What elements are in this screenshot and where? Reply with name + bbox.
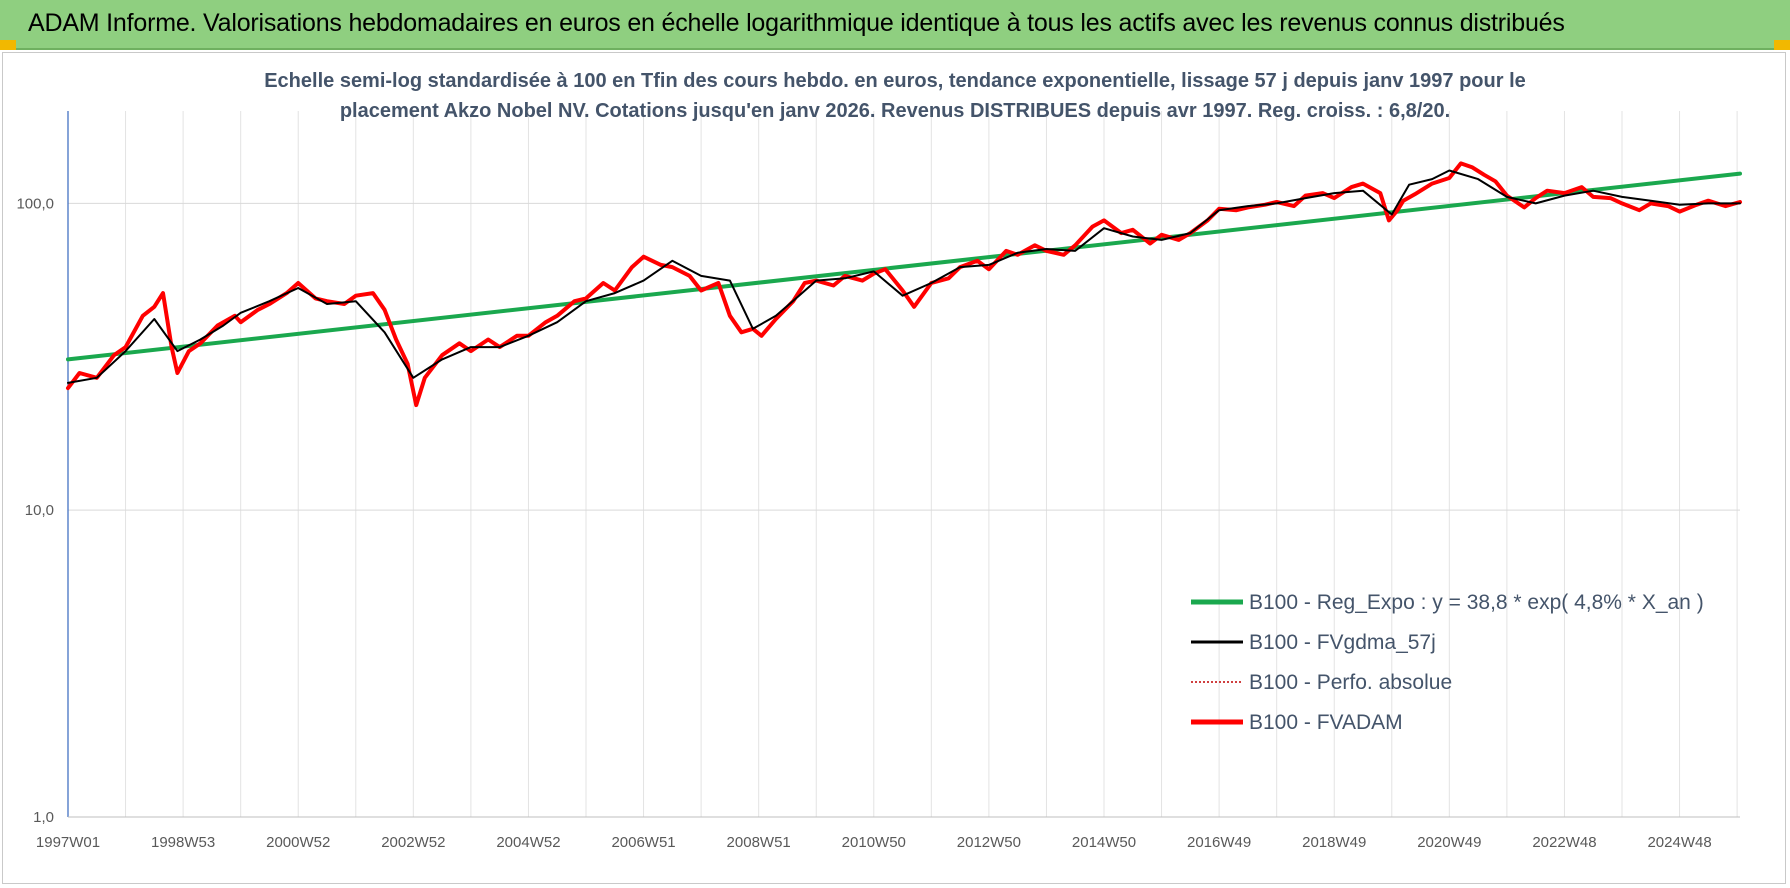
x-tick-label: 2010W50 <box>842 834 906 851</box>
legend-label: B100 - FVADAM <box>1249 711 1403 734</box>
legend-label: B100 - Perfo. absolue <box>1249 671 1452 694</box>
title-banner: ADAM Informe. Valorisations hebdomadaire… <box>0 0 1790 50</box>
x-tick-label: 2004W52 <box>496 834 560 851</box>
series-line-3 <box>66 161 1742 408</box>
x-tick-label: 2024W48 <box>1647 834 1711 851</box>
x-tick-label: 2020W49 <box>1417 834 1481 851</box>
x-tick-label: 2012W50 <box>957 834 1021 851</box>
chart-subtitle-line: placement Akzo Nobel NV. Cotations jusqu… <box>340 100 1450 122</box>
axis-layer: 1,0 10,0 100,0 1997W01 1998W53 2000W52 2002W52… <box>16 111 1740 851</box>
corner-marker-right <box>1774 40 1790 50</box>
log-line-chart: 1,0 10,0 100,0 1997W01 1998W53 2000W52 2002W52… <box>16 70 1742 851</box>
legend-label: B100 - FVgdma_57j <box>1249 631 1436 654</box>
x-tick-label: 1998W53 <box>151 834 215 851</box>
x-tick-label: 2018W49 <box>1302 834 1366 851</box>
series-layer <box>66 161 1742 408</box>
x-tick-label: 2006W51 <box>611 834 675 851</box>
series-line-0 <box>66 171 1742 362</box>
x-tick-label: 2016W49 <box>1187 834 1251 851</box>
chart-frame: 1,0 10,0 100,0 1997W01 1998W53 2000W52 2002W52… <box>2 52 1786 884</box>
x-tick-label: 2000W52 <box>266 834 330 851</box>
y-tick-label: 10,0 <box>25 502 54 519</box>
x-tick-label: 2022W48 <box>1532 834 1596 851</box>
x-tick-label: 2014W50 <box>1072 834 1136 851</box>
series-line-1 <box>67 169 1741 384</box>
x-tick-label: 2002W52 <box>381 834 445 851</box>
chart-subtitle-line: Echelle semi-log standardisée à 100 en T… <box>264 70 1526 92</box>
legend-label: B100 - Reg_Expo : y = 38,8 * exp( 4,8% *… <box>1249 591 1704 614</box>
y-tick-label: 100,0 <box>16 195 54 212</box>
grid-layer <box>67 111 1740 818</box>
x-tick-label: 1997W01 <box>36 834 100 851</box>
y-tick-label: 1,0 <box>33 809 54 826</box>
text-layer: Echelle semi-log standardisée à 100 en T… <box>264 70 1526 122</box>
banner-title: ADAM Informe. Valorisations hebdomadaire… <box>28 9 1565 37</box>
corner-marker-left <box>0 40 16 50</box>
x-tick-label: 2008W51 <box>727 834 791 851</box>
legend: B100 - Reg_Expo : y = 38,8 * exp( 4,8% *… <box>1191 591 1704 734</box>
